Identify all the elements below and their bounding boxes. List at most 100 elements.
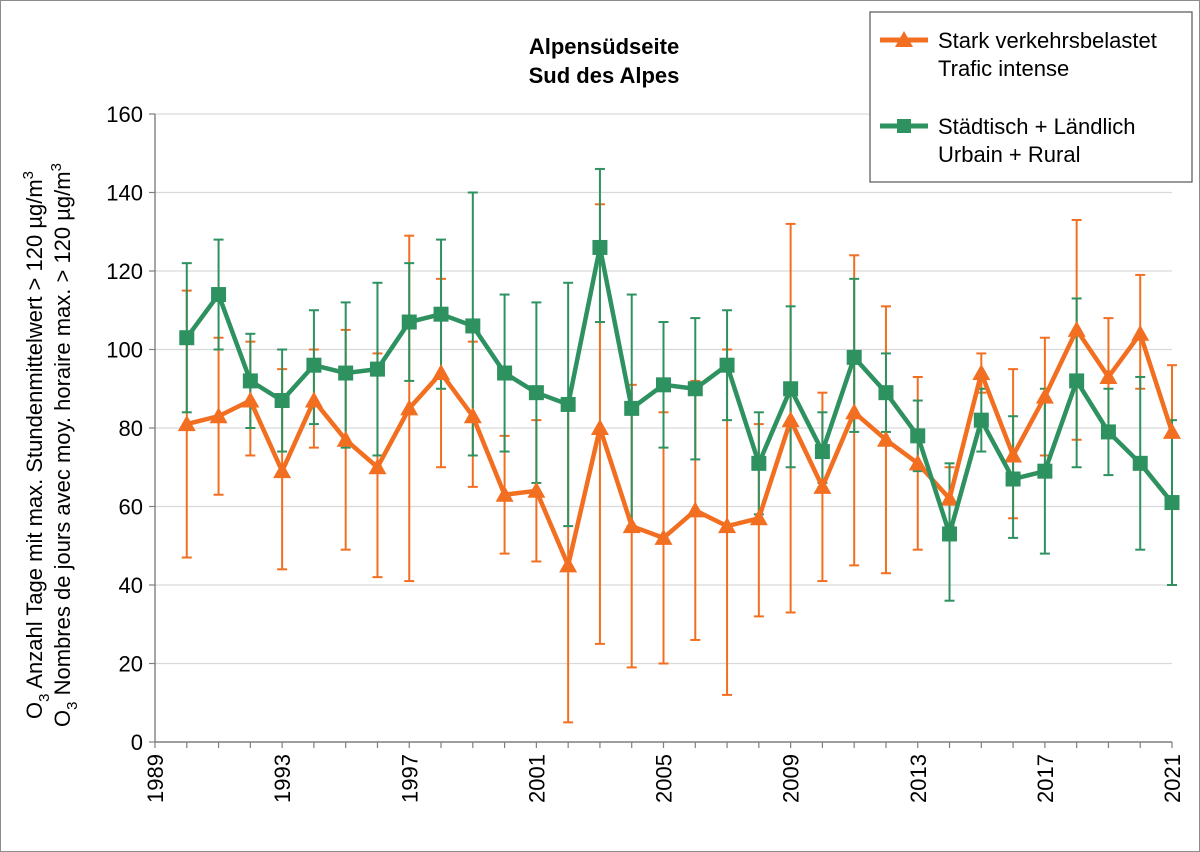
data-point (1100, 424, 1116, 440)
x-tick-label: 1989 (143, 754, 168, 803)
data-point (592, 239, 608, 255)
x-tick-label: 1993 (270, 754, 295, 803)
data-point (306, 357, 322, 373)
data-point (177, 415, 196, 432)
legend-label-urban-rural: Städtisch + Ländlich (938, 114, 1136, 139)
data-point (1132, 455, 1148, 471)
y-tick-label: 120 (106, 259, 143, 284)
data-point (465, 318, 481, 334)
data-point (781, 411, 800, 428)
data-point (749, 509, 768, 526)
data-point (273, 462, 292, 479)
axes: 0 20 40 60 80 100 120 140 160 1989 1993 1997 2001 200… (106, 102, 1185, 803)
data-point (654, 528, 673, 545)
y-tick-label: 20 (119, 652, 143, 677)
data-point (338, 365, 354, 381)
data-point (528, 385, 544, 401)
data-point (274, 393, 290, 409)
data-point (1099, 367, 1118, 384)
series-line (186, 327, 1175, 568)
data-point (687, 381, 703, 397)
y-axis-label-line1: O3 Anzahl Tage mit max. Stundenmittelwer… (20, 171, 53, 719)
chart-title-line2: Sud des Alpes (529, 63, 680, 88)
series-0 (181, 203, 1177, 724)
data-point (527, 481, 546, 498)
y-tick-label: 0 (131, 730, 143, 755)
data-point (1005, 471, 1021, 487)
data-point (940, 489, 959, 506)
x-tick-label: 2005 (652, 754, 677, 803)
data-point (559, 556, 578, 573)
series-line-group-0 (177, 320, 1181, 573)
legend-label-traffic: Stark verkehrsbelastet (938, 28, 1157, 53)
legend-marker-traffic (895, 31, 913, 47)
data-point (495, 485, 514, 502)
series-line (184, 245, 1174, 537)
data-point (209, 407, 228, 424)
y-tick-label: 140 (106, 181, 143, 206)
y-tick-label: 60 (119, 495, 143, 520)
data-point (622, 517, 641, 534)
data-point (1069, 373, 1085, 389)
x-tick-label: 2021 (1160, 754, 1185, 803)
y-tick-label: 160 (106, 102, 143, 127)
data-point (972, 364, 991, 381)
y-axis-label-line2: O3 Nombres de jours avec moy. horaire ma… (48, 163, 81, 727)
series-line-group-1 (179, 239, 1180, 542)
data-point (1037, 463, 1053, 479)
x-tick-label: 2001 (524, 754, 549, 803)
legend-entry-traffic: Stark verkehrsbelastet Trafic intense (880, 28, 1157, 81)
data-point (369, 361, 385, 377)
data-point (590, 419, 609, 435)
data-point (845, 403, 864, 420)
data-point (211, 287, 227, 303)
data-point (942, 526, 958, 542)
data-point (336, 430, 355, 447)
data-point (400, 399, 419, 416)
data-point (433, 306, 449, 322)
y-tick-label: 80 (119, 416, 143, 441)
x-tick-label: 1997 (397, 754, 422, 803)
legend-entry-urban-rural: Städtisch + Ländlich Urbain + Rural (880, 114, 1136, 167)
data-point (1163, 422, 1181, 439)
data-point (973, 412, 989, 428)
legend: Stark verkehrsbelastet Trafic intense St… (869, 11, 1193, 183)
data-point (368, 458, 387, 475)
data-point (179, 330, 195, 346)
data-point (718, 517, 737, 534)
x-tick-label: 2009 (779, 754, 804, 803)
data-point (1164, 495, 1180, 511)
data-point (1035, 387, 1054, 404)
y-axis-label: O3 Anzahl Tage mit max. Stundenmittelwer… (20, 163, 81, 727)
data-point (1067, 320, 1086, 337)
data-point (686, 501, 705, 518)
x-tick-label: 2013 (906, 754, 931, 803)
data-point (432, 364, 451, 381)
legend-marker-urban-rural (897, 119, 911, 133)
data-point (656, 377, 671, 393)
data-point (751, 455, 767, 471)
data-point (1004, 446, 1023, 463)
data-point (876, 430, 895, 447)
data-point (813, 477, 832, 494)
data-point (1131, 324, 1150, 341)
data-point (497, 365, 513, 381)
data-point (241, 391, 260, 408)
chart-title-line1: Alpensüdseite (529, 34, 679, 59)
x-tick-label: 2017 (1033, 754, 1058, 803)
y-tick-label: 100 (106, 338, 143, 363)
series-layer (177, 167, 1181, 724)
legend-label-traffic-fr: Trafic intense (938, 56, 1069, 81)
data-point (624, 400, 640, 416)
legend-label-urban-rural-fr: Urbain + Rural (938, 142, 1080, 167)
data-point (846, 349, 862, 365)
data-point (242, 373, 258, 389)
data-point (783, 381, 799, 397)
y-tick-label: 40 (119, 573, 143, 598)
data-point (910, 428, 926, 444)
data-point (560, 396, 576, 412)
data-point (908, 454, 927, 471)
data-point (878, 385, 894, 401)
data-point (814, 444, 830, 460)
